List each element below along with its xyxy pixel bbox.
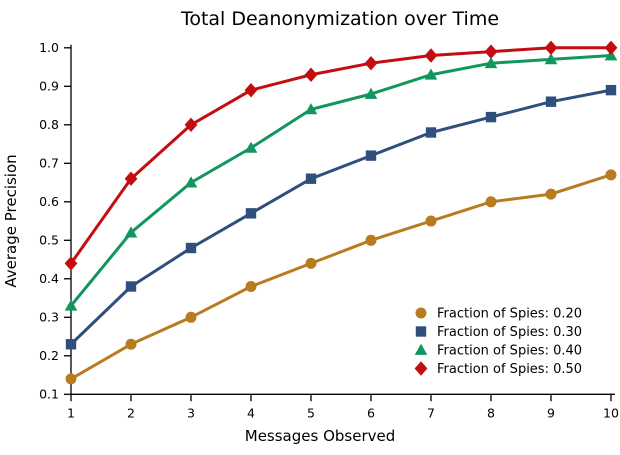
data-point-marker	[605, 169, 617, 181]
data-point-marker	[125, 281, 137, 292]
axes-layer: 0.1 0.2 0.3 0.4 0.5 0.6 0.7 0.8 0.9 1.0 1 2 3 4 5 6 7 8 9 1…	[39, 40, 619, 420]
data-point-marker	[545, 188, 557, 200]
y-axis-label: Average Precision	[2, 154, 20, 287]
series-square	[65, 84, 617, 350]
data-point-marker	[64, 299, 78, 311]
y-tick-label: 0.9	[39, 79, 59, 94]
data-point-marker	[185, 311, 197, 323]
y-tick-label: 0.2	[39, 348, 59, 363]
data-point-marker	[125, 338, 137, 350]
legend-item-label: Fraction of Spies: 0.20	[437, 307, 582, 322]
x-tick-label: 6	[367, 405, 375, 420]
y-tick-label: 0.6	[39, 194, 59, 209]
series-line	[69, 46, 611, 265]
legend-item: Fraction of Spies: 0.30	[415, 325, 582, 340]
data-point-marker	[424, 48, 438, 63]
series-layer	[64, 40, 618, 385]
data-point-marker	[365, 234, 377, 246]
x-tick-label: 3	[187, 405, 195, 420]
y-tick-label: 0.7	[39, 156, 59, 171]
data-point-marker	[64, 256, 78, 271]
data-point-marker	[244, 141, 258, 153]
data-point-marker	[185, 242, 197, 254]
data-point-marker	[484, 56, 498, 69]
data-point-marker	[364, 87, 378, 99]
y-tick-label: 0.1	[39, 387, 59, 402]
legend-square-marker	[415, 326, 427, 337]
legend-item-label: Fraction of Spies: 0.50	[437, 362, 582, 377]
data-point-marker	[485, 111, 497, 123]
chart-title: Total Deanonymization over Time	[180, 8, 499, 30]
x-tick-label: 2	[127, 405, 135, 420]
data-point-marker	[124, 226, 138, 238]
data-point-marker	[484, 44, 498, 59]
data-point-marker	[424, 68, 438, 80]
data-point-marker	[485, 196, 497, 208]
data-point-marker	[604, 40, 618, 55]
legend-circle-marker	[415, 307, 427, 319]
y-tick-label: 0.3	[39, 310, 59, 325]
series-line	[69, 54, 612, 307]
legend-item: Fraction of Spies: 0.50	[414, 361, 582, 377]
x-tick-label: 10	[603, 405, 619, 420]
data-point-marker	[425, 215, 437, 227]
data-point-marker	[544, 40, 558, 55]
x-tick-label: 5	[307, 405, 315, 420]
legend: Fraction of Spies: 0.20 Fraction of Spies…	[414, 307, 582, 377]
y-tick-label: 0.4	[39, 271, 59, 286]
x-tick-label: 4	[247, 405, 255, 420]
y-tick-label: 1.0	[39, 40, 59, 55]
data-point-marker	[425, 127, 437, 138]
y-tick-label: 0.5	[39, 233, 59, 248]
data-point-marker	[305, 173, 317, 184]
series-line	[69, 88, 612, 346]
data-point-marker	[365, 150, 377, 161]
legend-item: Fraction of Spies: 0.20	[415, 307, 582, 322]
data-point-marker	[305, 257, 317, 269]
data-point-marker	[124, 171, 138, 186]
data-point-marker	[244, 82, 258, 98]
series-line	[70, 173, 612, 381]
series-triangle	[64, 49, 618, 311]
legend-item-label: Fraction of Spies: 0.40	[437, 344, 582, 359]
x-tick-label: 1	[67, 405, 75, 420]
x-tick-label: 9	[547, 405, 555, 420]
data-point-marker	[605, 84, 617, 96]
data-point-marker	[65, 339, 77, 350]
data-point-marker	[544, 53, 558, 65]
legend-diamond-marker	[414, 361, 428, 376]
data-point-marker	[245, 208, 257, 219]
series-circle	[65, 169, 617, 385]
x-tick-label: 7	[427, 405, 435, 420]
legend-triangle-marker	[414, 343, 428, 355]
data-point-marker	[364, 56, 378, 71]
x-tick-label: 8	[487, 405, 495, 420]
data-point-marker	[65, 373, 77, 385]
y-tick-label: 0.8	[39, 117, 59, 132]
data-point-marker	[304, 67, 318, 82]
legend-item-label: Fraction of Spies: 0.30	[437, 325, 582, 340]
data-point-marker	[304, 103, 318, 115]
x-axis-label: Messages Observed	[245, 427, 396, 445]
series-diamond	[64, 40, 618, 271]
data-point-marker	[545, 96, 557, 107]
data-point-marker	[184, 117, 198, 132]
legend-item: Fraction of Spies: 0.40	[414, 343, 582, 359]
data-point-marker	[245, 281, 257, 292]
data-point-marker	[184, 176, 198, 188]
